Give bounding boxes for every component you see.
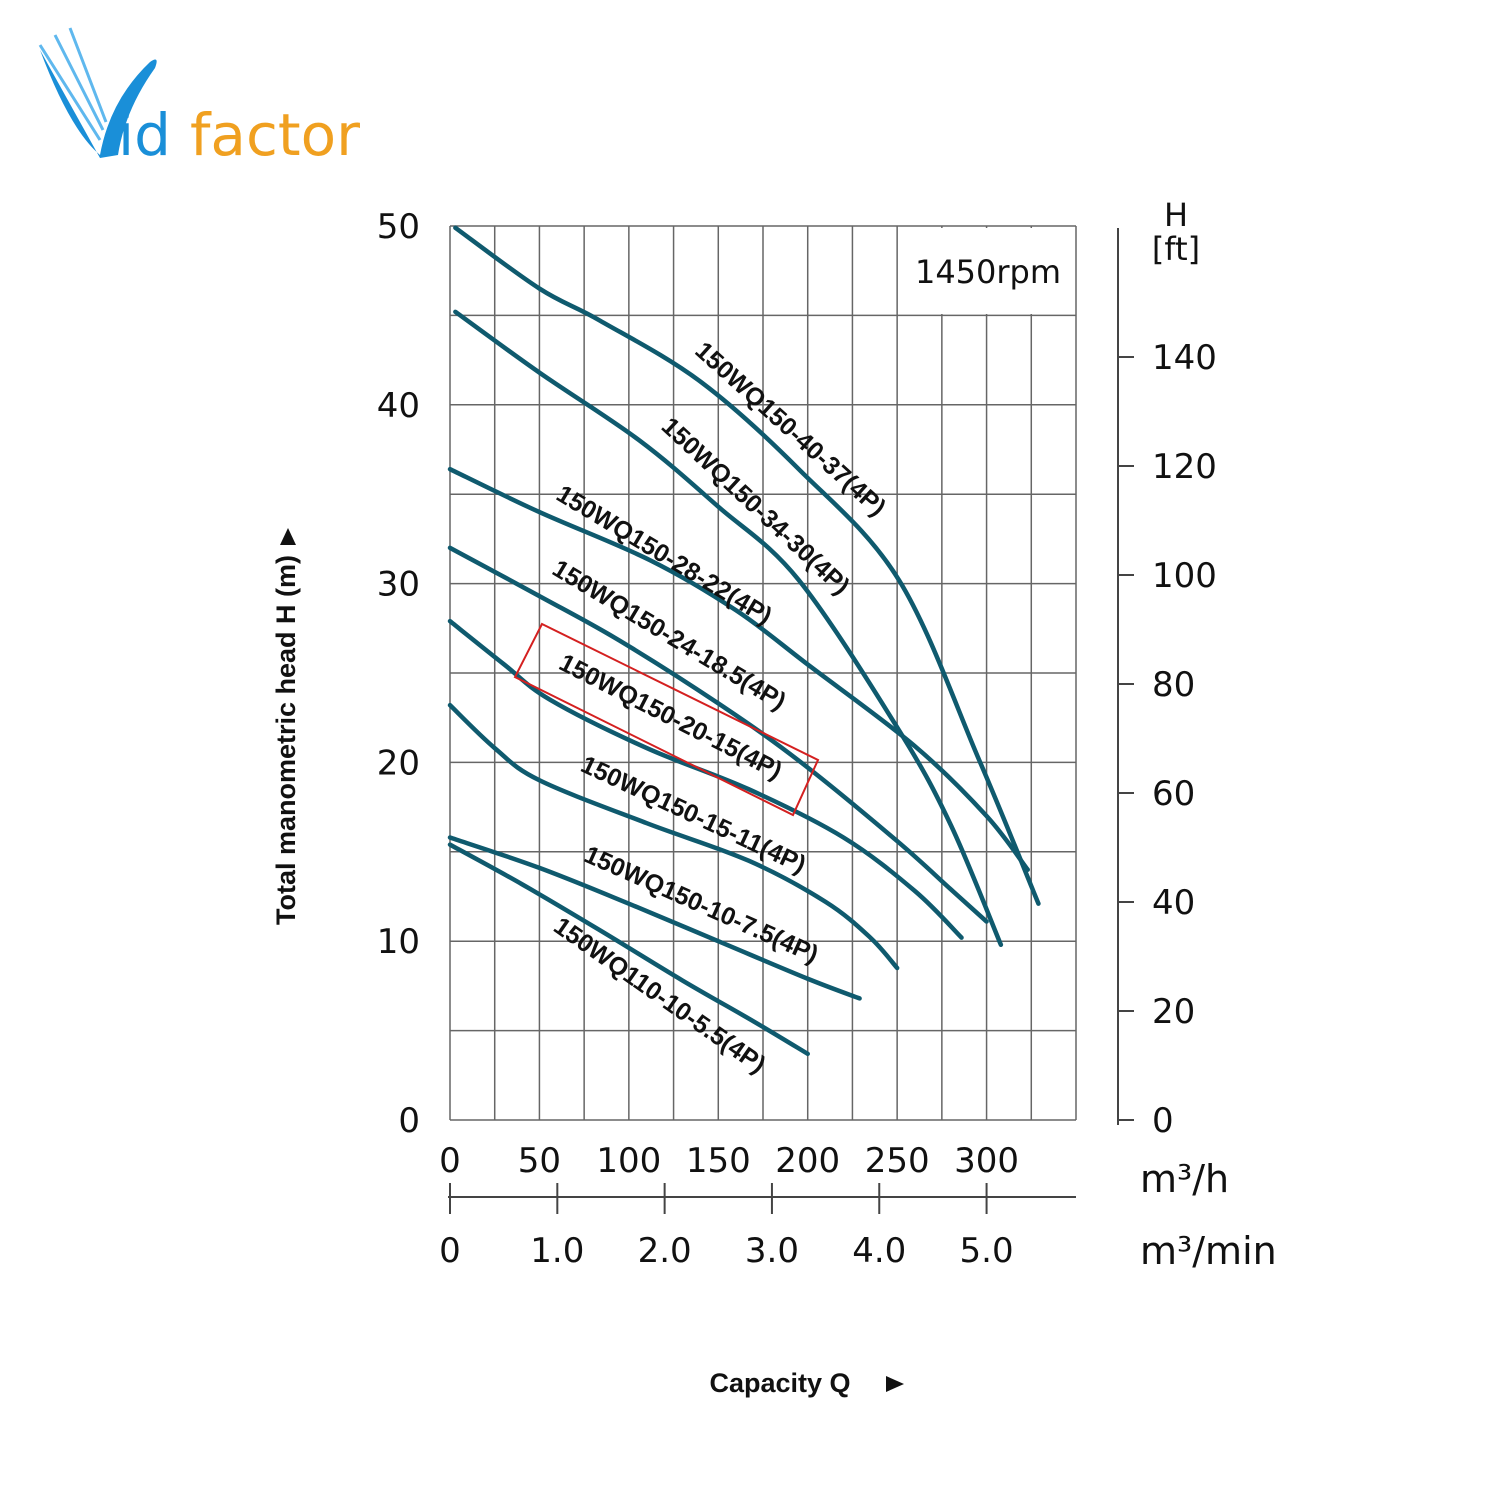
logo-text-id: id bbox=[118, 101, 171, 169]
y-tick-label: 40 bbox=[377, 386, 420, 426]
curve-label: 150WQ110-10-5.5(4P) bbox=[549, 912, 771, 1079]
curve-150wq150-28-22-4p- bbox=[447, 466, 1030, 872]
curve-150wq150-10-7-5-4p- bbox=[447, 835, 862, 1001]
rpm-box bbox=[900, 228, 1075, 314]
y2-tick-label: 60 bbox=[1152, 774, 1195, 814]
curve-150wq150-34-30-4p- bbox=[453, 309, 1004, 948]
y2-label-h: H bbox=[1164, 196, 1188, 234]
highlight-box bbox=[513, 622, 820, 817]
curve-150wq150-40-37-4p- bbox=[453, 225, 1041, 906]
bird-icon bbox=[38, 27, 157, 158]
y-arrow-icon bbox=[280, 528, 296, 545]
y2-tick-label: 140 bbox=[1152, 338, 1217, 378]
y2-tick-label: 40 bbox=[1152, 883, 1195, 923]
x-tick-label: 100 bbox=[596, 1141, 661, 1181]
y-tick-label: 0 bbox=[398, 1101, 420, 1141]
y2-tick-label: 120 bbox=[1152, 447, 1217, 487]
x-axis-title: Capacity Q bbox=[709, 1368, 850, 1398]
x-tick-label: 150 bbox=[686, 1141, 751, 1181]
x-tick-label: 200 bbox=[775, 1141, 840, 1181]
curve-150wq150-15-11-4p- bbox=[447, 702, 900, 971]
x2-tick-label: 5.0 bbox=[960, 1231, 1014, 1271]
grid bbox=[449, 225, 1077, 1121]
x2-tick-label: 2.0 bbox=[638, 1231, 692, 1271]
x-tick-label: 0 bbox=[439, 1141, 461, 1181]
y-tick-label: 30 bbox=[377, 565, 420, 605]
y-tick-label: 20 bbox=[377, 743, 420, 783]
vidfactor-logo: id factor bbox=[38, 27, 360, 169]
x2-tick-label: 0 bbox=[439, 1231, 461, 1271]
x2-tick-label: 1.0 bbox=[530, 1231, 584, 1271]
x2-unit: m³/min bbox=[1140, 1229, 1277, 1273]
curve-150wq110-10-5-5-4p- bbox=[447, 842, 810, 1057]
y2-tick-label: 20 bbox=[1152, 992, 1195, 1032]
x-tick-label: 50 bbox=[518, 1141, 561, 1181]
x-unit: m³/h bbox=[1140, 1157, 1229, 1201]
x-tick-label: 250 bbox=[865, 1141, 930, 1181]
x2-tick-label: 3.0 bbox=[745, 1231, 799, 1271]
y-tick-label: 50 bbox=[377, 207, 420, 247]
y2-label-ft: [ft] bbox=[1152, 230, 1200, 268]
x-arrow-icon bbox=[886, 1376, 904, 1392]
logo-text-factor: factor bbox=[190, 101, 360, 169]
y2-tick-label: 0 bbox=[1152, 1101, 1174, 1141]
y-axis-title: Total manometric head H (m) bbox=[271, 555, 301, 925]
y-tick-label: 10 bbox=[377, 922, 420, 962]
curve-150wq150-24-18-5-4p- bbox=[447, 545, 989, 924]
y2-tick-label: 100 bbox=[1152, 556, 1217, 596]
x-tick-label: 300 bbox=[954, 1141, 1019, 1181]
x2-tick-label: 4.0 bbox=[852, 1231, 906, 1271]
y2-tick-label: 80 bbox=[1152, 665, 1195, 705]
rpm-annotation: 1450rpm bbox=[915, 253, 1061, 291]
